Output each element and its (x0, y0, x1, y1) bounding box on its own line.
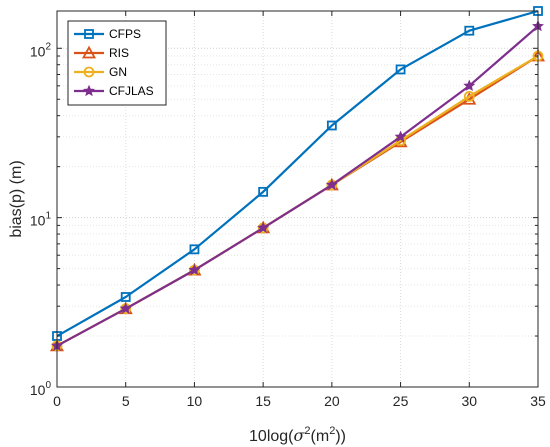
data-point-cfjlas (394, 130, 407, 142)
legend-label: RIS (109, 46, 129, 60)
data-point-gn (463, 90, 475, 102)
legend-entry-ris: RIS (74, 45, 129, 60)
axis-labels: 10log(σ2(m2)) bias(p) (m) (8, 160, 346, 445)
data-point-cfjlas (257, 221, 270, 233)
legend: CFPS RIS GN CFJLAS (67, 20, 167, 106)
series-layer (49, 6, 546, 352)
data-point-cfjlas (188, 263, 201, 276)
data-point-cfjlas (325, 178, 338, 191)
x-tick-label: 10 (187, 393, 203, 409)
data-point-cfps (464, 25, 475, 36)
legend-marker (83, 66, 95, 78)
data-point-cfps (189, 244, 200, 255)
legend-label: GN (109, 65, 127, 79)
grid (56, 11, 539, 388)
legend-entry-cfjlas: CFJLAS (74, 84, 154, 98)
legend-entry-gn: GN (74, 65, 127, 79)
ticks: 0 5 10 15 20 25 30 35 100 101 102 (30, 11, 546, 409)
data-point-cfps (326, 120, 337, 131)
x-tick-label: 5 (122, 393, 130, 409)
data-point-cfps (395, 64, 406, 75)
x-tick-label: 0 (53, 393, 61, 409)
x-tick-label: 15 (255, 393, 271, 409)
series-line-cfjlas (56, 25, 539, 347)
legend-label: CFJLAS (109, 84, 154, 98)
data-point-cfps (120, 292, 131, 302)
y-tick-label: 100 (30, 380, 52, 398)
series-cfps (52, 6, 543, 341)
x-tick-label: 35 (530, 393, 546, 409)
x-axis-label: 10log(σ2(m2)) (249, 425, 346, 445)
series-cfjlas (51, 19, 544, 351)
y-axis-label: bias(p) (m) (8, 160, 25, 237)
data-point-cfjlas (119, 302, 132, 314)
x-tick-label: 20 (324, 393, 340, 409)
legend-entry-cfps: CFPS (74, 27, 141, 41)
x-tick-label: 30 (461, 393, 477, 409)
legend-marker (81, 45, 97, 59)
data-point-cfjlas (463, 79, 476, 91)
data-point-cfps (258, 186, 269, 197)
legend-marker (83, 84, 95, 97)
y-tick-label: 102 (30, 41, 52, 59)
x-tick-label: 25 (393, 393, 409, 409)
plot-area-frame (56, 10, 539, 388)
y-tick-label: 101 (30, 211, 52, 229)
legend-marker (84, 29, 94, 39)
series-line-cfps (56, 9, 539, 337)
legend-label: CFPS (109, 27, 141, 41)
